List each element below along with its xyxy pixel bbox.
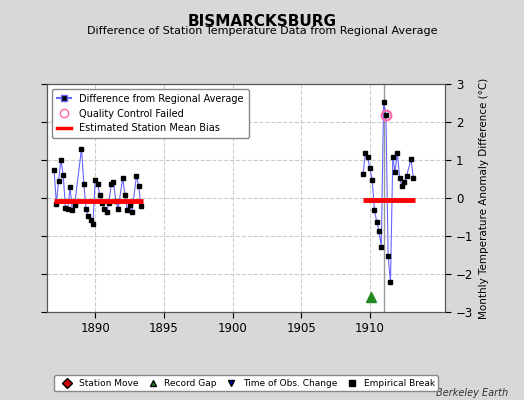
Legend: Station Move, Record Gap, Time of Obs. Change, Empirical Break: Station Move, Record Gap, Time of Obs. C…	[54, 375, 438, 392]
Y-axis label: Monthly Temperature Anomaly Difference (°C): Monthly Temperature Anomaly Difference (…	[479, 77, 489, 319]
Legend: Difference from Regional Average, Quality Control Failed, Estimated Station Mean: Difference from Regional Average, Qualit…	[52, 89, 248, 138]
Text: Difference of Station Temperature Data from Regional Average: Difference of Station Temperature Data f…	[87, 26, 437, 36]
Text: BISMARCKSBURG: BISMARCKSBURG	[188, 14, 336, 29]
Text: Berkeley Earth: Berkeley Earth	[436, 388, 508, 398]
